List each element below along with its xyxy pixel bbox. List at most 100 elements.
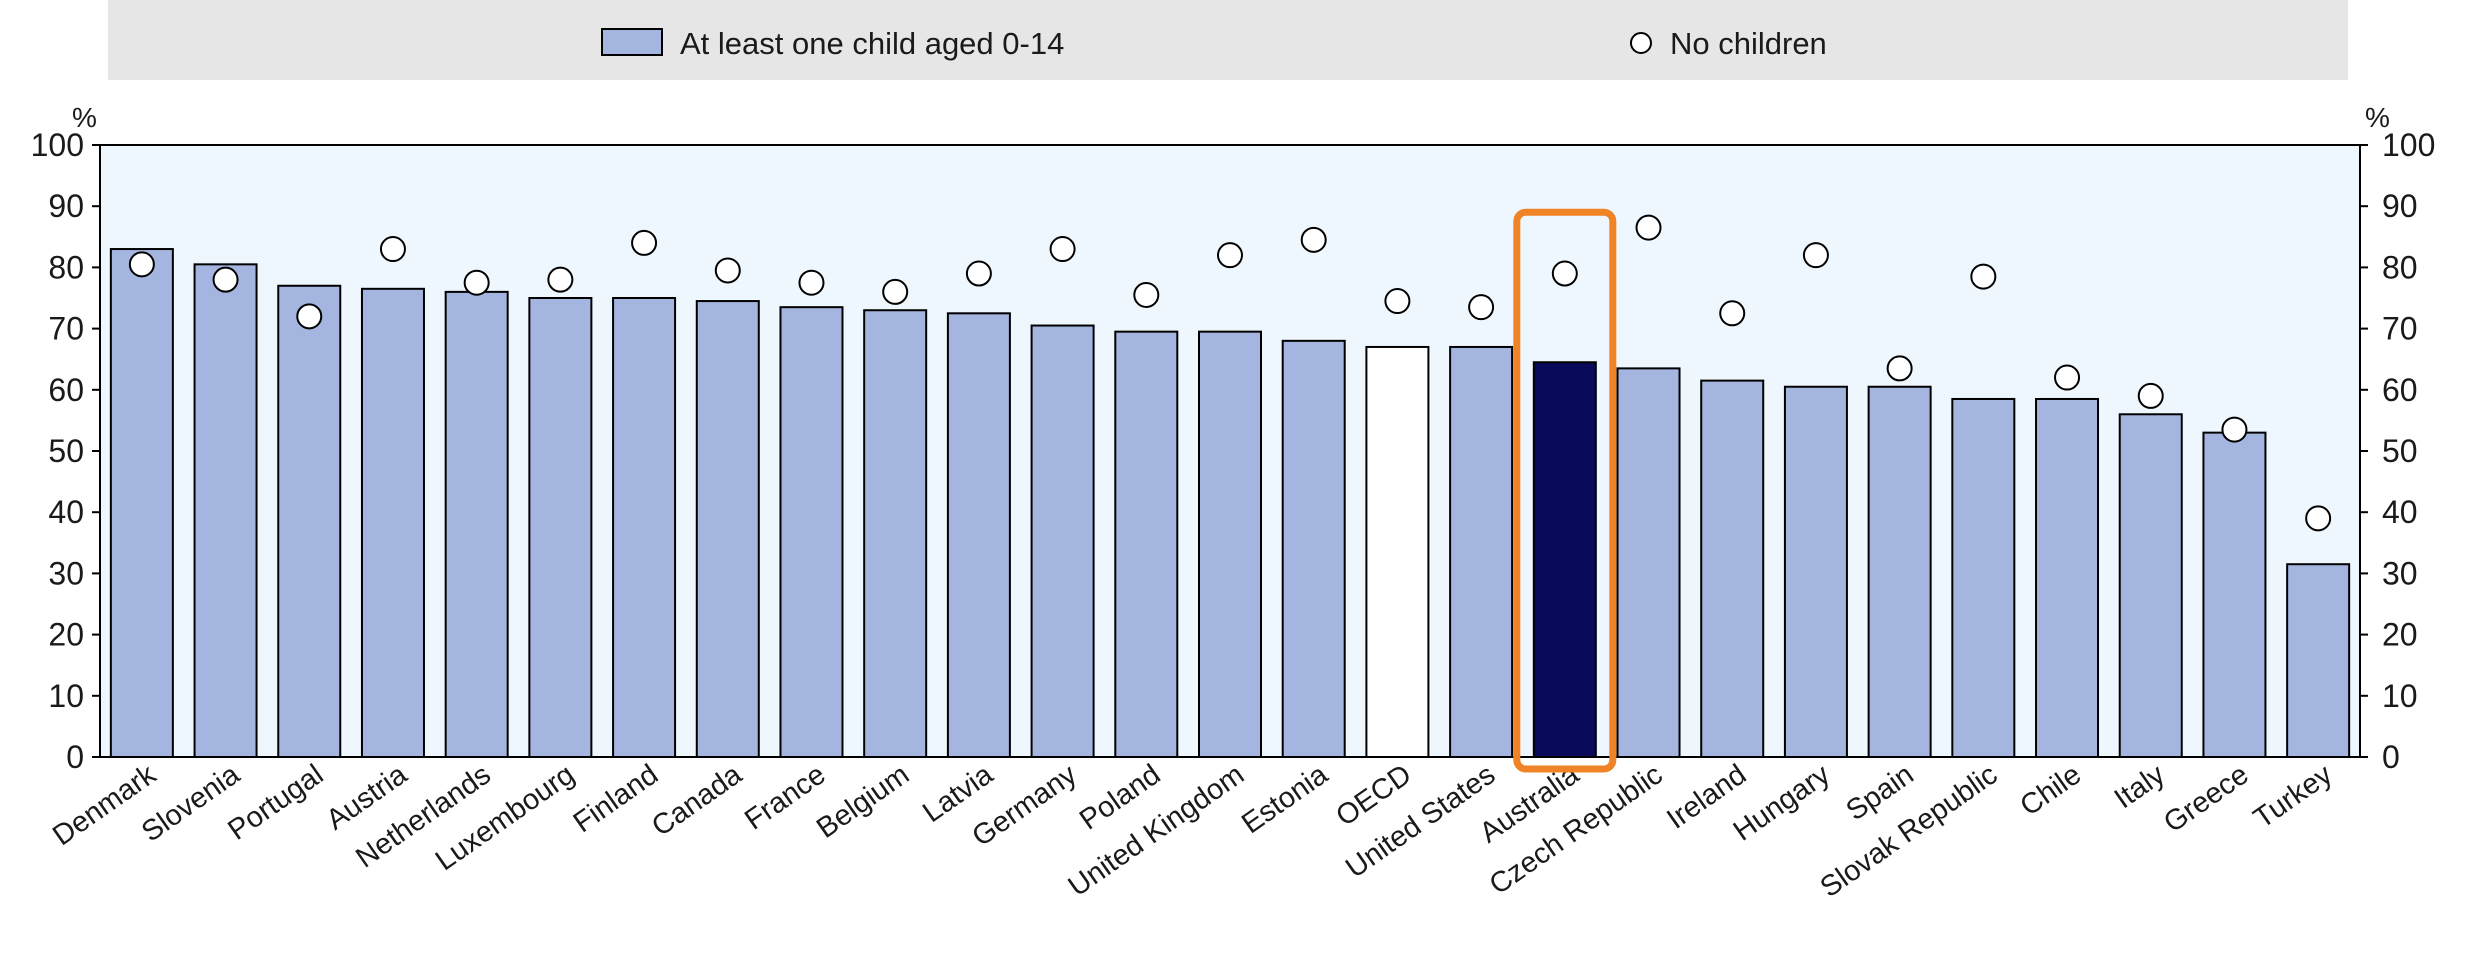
category-label-chile: Chile (2015, 759, 2087, 823)
legend-bar-swatch (601, 28, 663, 56)
right-tick-label-0: 0 (2382, 739, 2400, 775)
right-tick-label-70: 70 (2382, 311, 2418, 347)
bar-united-kingdom (1198, 330, 1262, 758)
bar-estonia (1281, 339, 1346, 758)
marker-united-kingdom (1217, 242, 1243, 269)
left-tick-label-50: 50 (48, 433, 84, 469)
marker-slovenia (212, 266, 239, 293)
bar-portugal (277, 284, 342, 758)
marker-latvia (965, 260, 992, 287)
left-tick-label-100: 100 (31, 127, 84, 163)
bars-group (109, 248, 2351, 758)
marker-portugal (296, 303, 323, 330)
bar-belgium (863, 309, 928, 758)
category-label-finland: Finland (568, 759, 664, 840)
bar-finland (612, 297, 677, 758)
bar-united-states (1449, 345, 1514, 758)
bar-slovenia (193, 263, 258, 758)
bar-hungary (1783, 385, 1848, 758)
legend-marker-label: No children (1670, 26, 1827, 61)
left-tick-label-0: 0 (66, 739, 84, 775)
marker-france (798, 269, 825, 296)
left-axis: 0 10 20 30 40 50 60 70 80 90 100 (31, 127, 100, 775)
marker-belgium (882, 278, 909, 305)
right-tick-label-40: 40 (2382, 494, 2418, 530)
left-tick-label-40: 40 (48, 494, 84, 530)
marker-oecd (1384, 288, 1411, 315)
category-label-canada: Canada (646, 758, 748, 843)
marker-czech-republic (1635, 214, 1662, 241)
marker-denmark (128, 251, 155, 278)
bar-turkey (2286, 563, 2351, 758)
marker-ireland (1719, 300, 1746, 327)
left-tick-label-80: 80 (48, 249, 84, 285)
bar-ireland (1700, 379, 1765, 758)
right-tick-label-10: 10 (2382, 678, 2418, 714)
category-label-estonia: Estonia (1236, 758, 1334, 840)
marker-italy (2137, 382, 2164, 409)
left-unit-label: % (72, 102, 97, 133)
left-tick-label-70: 70 (48, 311, 84, 347)
marker-canada (714, 257, 741, 284)
right-tick-label-60: 60 (2382, 372, 2418, 408)
marker-poland (1133, 281, 1160, 308)
category-label-hungary: Hungary (1728, 758, 1837, 847)
legend-bar-label: At least one child aged 0-14 (680, 26, 1064, 61)
bar-poland (1114, 330, 1179, 758)
bar-luxembourg (528, 297, 593, 758)
markers-group (128, 214, 2332, 532)
bar-france (779, 306, 844, 758)
bar-austria (360, 287, 425, 758)
marker-slovak-republic (1970, 263, 1997, 290)
marker-austria (379, 236, 406, 263)
right-axis: 0 10 20 30 40 50 60 70 80 90 100 (2360, 127, 2435, 775)
category-label-belgium: Belgium (811, 759, 915, 845)
marker-united-states (1468, 294, 1495, 321)
right-tick-label-50: 50 (2382, 433, 2418, 469)
right-unit-label: % (2365, 102, 2390, 133)
bar-czech-republic (1616, 367, 1681, 758)
bar-canada (695, 300, 760, 758)
marker-spain (1886, 355, 1913, 382)
category-label-denmark: Denmark (47, 758, 162, 852)
bar-latvia (946, 312, 1011, 758)
category-labels: DenmarkSloveniaPortugalAustriaNetherland… (47, 758, 2338, 904)
right-tick-label-100: 100 (2382, 127, 2435, 163)
bar-denmark (109, 248, 174, 758)
marker-finland (631, 229, 658, 256)
left-tick-label-90: 90 (48, 188, 84, 224)
category-label-italy: Italy (2109, 758, 2171, 815)
right-tick-label-80: 80 (2382, 249, 2418, 285)
bar-netherlands (444, 290, 509, 758)
marker-netherlands (463, 269, 490, 296)
bar-slovak-republic (1951, 397, 2016, 758)
legend: At least one child aged 0-14 No children (601, 26, 1827, 61)
marker-germany (1049, 236, 1076, 263)
marker-turkey (2305, 505, 2332, 532)
bar-oecd (1365, 345, 1430, 758)
bar-greece (2202, 431, 2267, 758)
marker-greece (2221, 416, 2248, 443)
marker-australia (1551, 260, 1578, 287)
right-tick-label-30: 30 (2382, 555, 2418, 591)
bar-italy (2118, 413, 2183, 758)
category-label-portugal: Portugal (222, 759, 329, 847)
marker-luxembourg (547, 266, 574, 293)
bar-spain (1867, 385, 1932, 758)
category-label-turkey: Turkey (2248, 758, 2338, 835)
left-tick-label-60: 60 (48, 372, 84, 408)
left-tick-label-10: 10 (48, 678, 84, 714)
marker-chile (2054, 364, 2081, 391)
left-tick-label-20: 20 (48, 617, 84, 653)
right-tick-label-20: 20 (2382, 617, 2418, 653)
category-label-greece: Greece (2158, 759, 2254, 840)
right-tick-label-90: 90 (2382, 188, 2418, 224)
legend-band (108, 0, 2348, 80)
marker-estonia (1300, 226, 1327, 253)
bar-australia (1532, 361, 1597, 758)
legend-marker-swatch (1630, 32, 1652, 54)
bar-chile (2035, 397, 2100, 758)
left-tick-label-30: 30 (48, 555, 84, 591)
highlight-box (1513, 208, 1617, 773)
